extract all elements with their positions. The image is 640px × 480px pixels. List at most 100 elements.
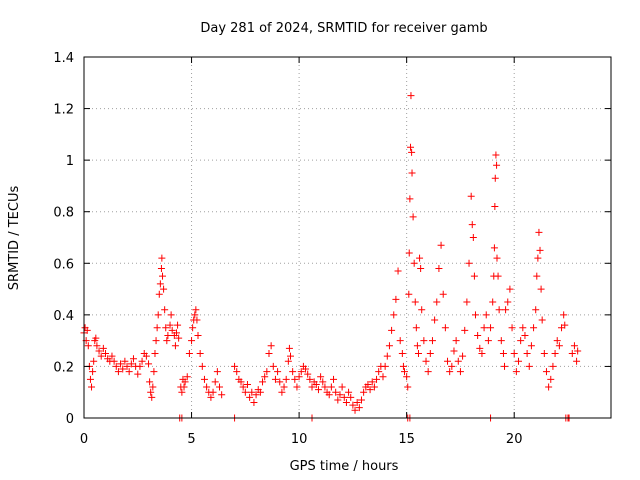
data-point (269, 362, 277, 370)
x-tick-label: 10 (291, 432, 308, 447)
data-point (512, 368, 520, 376)
data-point (530, 324, 538, 332)
data-point (243, 380, 251, 388)
data-point (317, 373, 325, 381)
data-point (366, 386, 374, 394)
data-point (573, 357, 581, 365)
data-point (110, 357, 118, 365)
data-point (180, 383, 188, 391)
data-point (185, 350, 193, 358)
data-point (134, 370, 142, 378)
data-point (459, 352, 467, 360)
data-point (515, 357, 523, 365)
data-point (357, 396, 365, 404)
data-point (410, 259, 418, 267)
data-point (480, 324, 488, 332)
data-point (194, 331, 202, 339)
data-point (151, 350, 159, 358)
data-point (468, 221, 476, 229)
data-point (89, 368, 97, 376)
data-point (92, 334, 100, 342)
data-point (469, 234, 477, 241)
data-point (398, 350, 406, 358)
data-point (181, 378, 189, 386)
data-point (422, 357, 430, 365)
data-point (248, 388, 256, 396)
data-point (441, 324, 449, 332)
data-point (256, 388, 264, 396)
data-point (332, 388, 340, 396)
x-tick-label: 20 (506, 432, 523, 447)
data-point (156, 280, 164, 288)
y-tick-label: 1 (66, 154, 74, 169)
data-point (112, 362, 120, 370)
data-point (150, 368, 158, 376)
data-point (401, 368, 409, 376)
data-point (325, 391, 333, 399)
data-point (93, 342, 101, 350)
data-point (193, 316, 201, 324)
data-point (465, 259, 473, 267)
data-point (407, 143, 415, 151)
data-point (158, 254, 166, 262)
data-point (239, 383, 247, 391)
plot-frame (83, 56, 612, 419)
data-point (189, 324, 197, 332)
x-tick-label: 5 (187, 432, 195, 447)
data-point (213, 368, 221, 376)
data-point (360, 388, 368, 396)
data-point (246, 393, 254, 401)
data-point (284, 357, 292, 365)
y-tick-label: 0 (66, 412, 74, 427)
data-point (145, 360, 153, 368)
data-point (306, 375, 314, 383)
data-point (551, 350, 559, 358)
data-point (502, 306, 510, 314)
y-tick-label: 0.2 (53, 360, 74, 375)
data-point (399, 362, 407, 370)
data-point (241, 388, 249, 396)
data-point (286, 352, 294, 360)
data-point (396, 337, 404, 345)
data-point (476, 344, 484, 352)
data-point (413, 342, 421, 350)
data-point (334, 396, 342, 404)
data-point (211, 378, 219, 386)
data-point (545, 383, 553, 391)
data-point (470, 272, 478, 280)
data-point (574, 347, 582, 355)
data-points (80, 92, 582, 422)
data-point (383, 352, 391, 360)
data-point (403, 373, 411, 381)
data-point (525, 362, 533, 370)
data-point (517, 337, 525, 345)
data-point (428, 337, 436, 345)
data-point (265, 350, 273, 358)
data-point (437, 241, 445, 249)
data-point (536, 246, 544, 254)
data-point (340, 393, 348, 401)
data-point (83, 326, 91, 334)
data-point (291, 375, 299, 383)
y-tick-label: 0.4 (53, 309, 74, 324)
data-point (95, 347, 103, 355)
data-point (364, 380, 372, 388)
data-point (308, 383, 316, 391)
data-point (304, 370, 312, 378)
data-point (418, 306, 426, 314)
data-point (276, 378, 284, 386)
data-point (166, 321, 174, 329)
data-point (297, 368, 305, 376)
data-point (392, 295, 400, 303)
data-point (461, 326, 469, 334)
data-point (207, 393, 215, 401)
data-point (149, 383, 157, 391)
data-point (167, 311, 175, 319)
data-point (153, 324, 161, 332)
data-point (88, 383, 96, 391)
data-point (368, 378, 376, 386)
data-point (448, 362, 456, 370)
data-point (250, 399, 258, 407)
data-point (175, 334, 183, 342)
data-point (424, 368, 432, 376)
